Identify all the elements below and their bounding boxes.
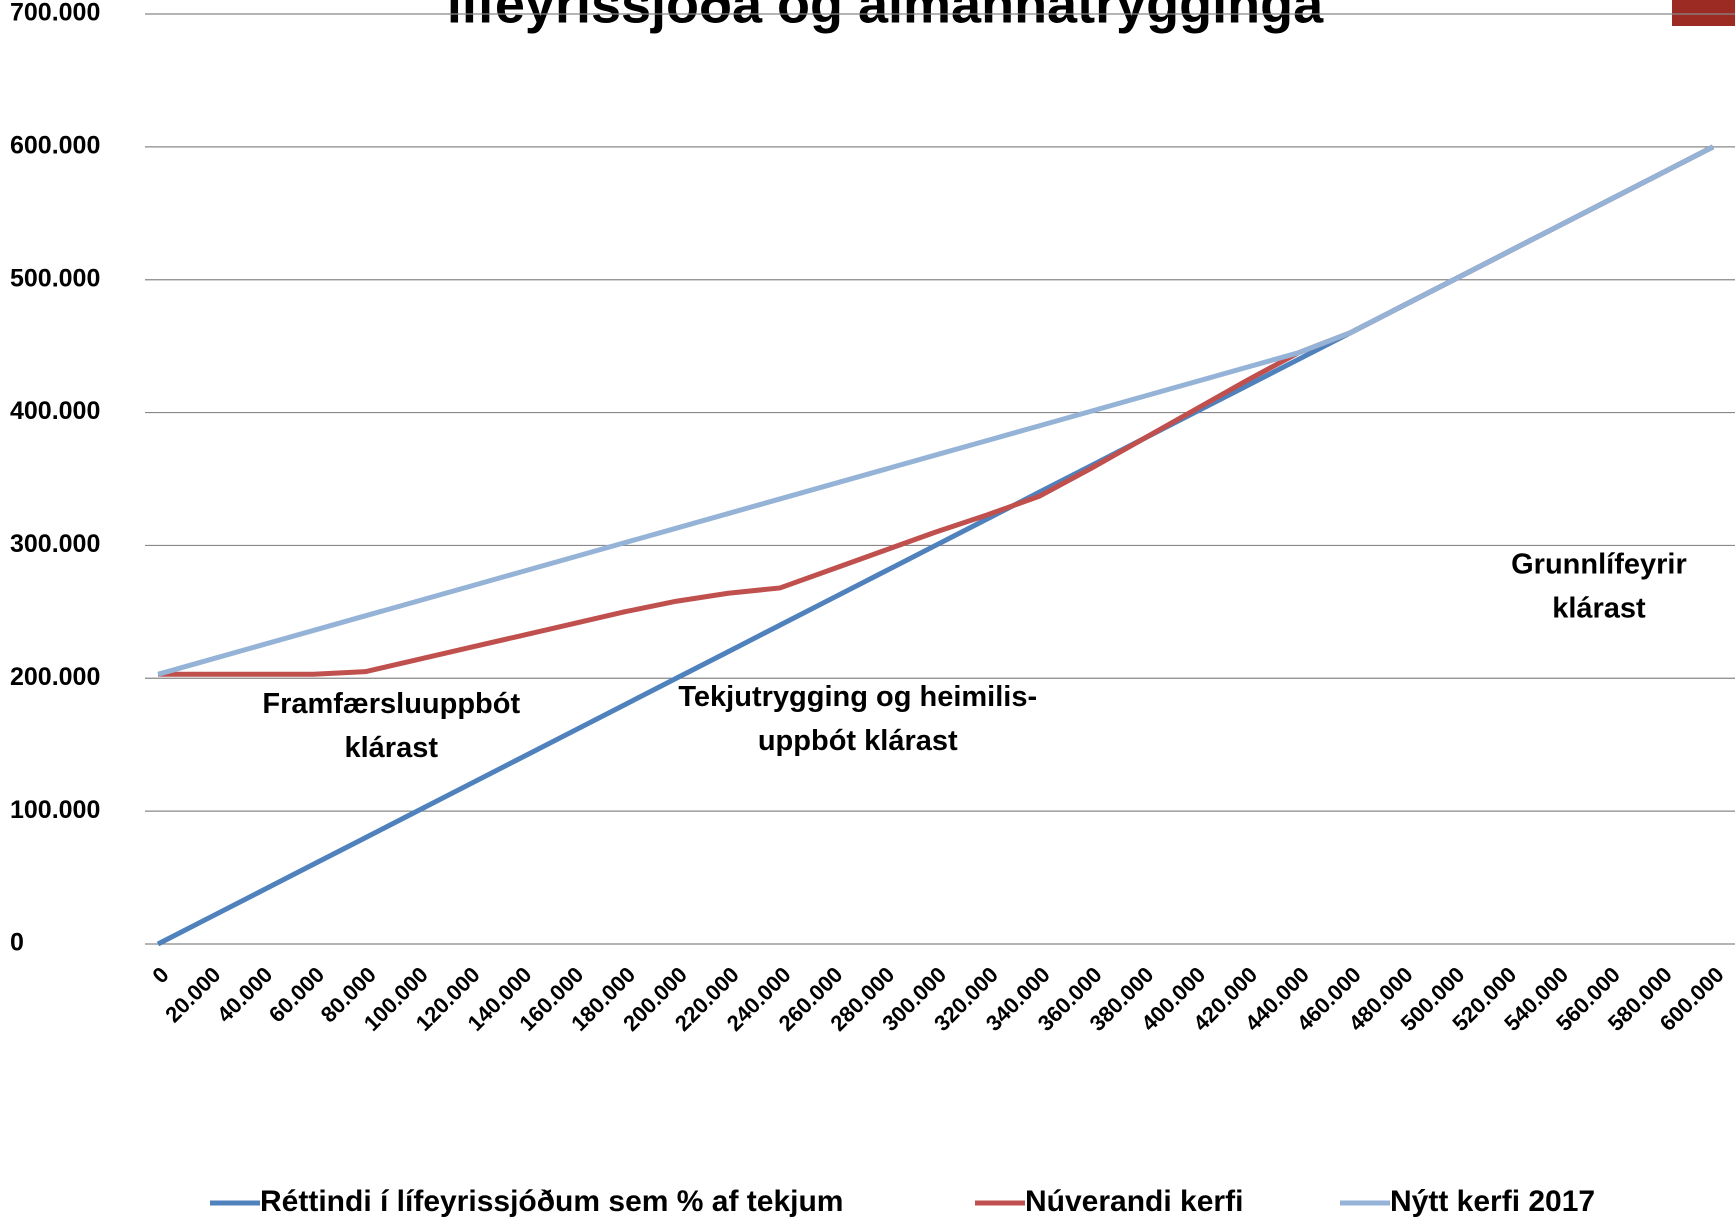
series-line [158,147,1713,674]
y-tick-label: 500.000 [10,264,100,292]
series-line [158,147,1713,674]
chart: lífeyrissjóða og almannatrygginga 0 100.0… [0,0,1735,1221]
y-tick-label: 400.000 [10,397,100,425]
annotation-line: uppbót klárast [758,725,958,757]
y-tick-label: 600.000 [10,131,100,159]
y-tick-label: 0 [10,929,24,957]
x-tick-label: 40.000 [212,962,277,1027]
annotation-line: Tekjutrygging og heimilis- [678,681,1037,713]
annotation: Framfærsluuppbót klárast [262,688,520,764]
annotation-line: klárast [1552,592,1646,624]
annotation: Tekjutrygging og heimilis-uppbót klárast [678,681,1037,757]
x-tick-label: 20.000 [160,962,225,1027]
legend-label: Núverandi kerfi [1025,1185,1243,1218]
legend-label: Nýtt kerfi 2017 [1390,1185,1595,1218]
x-tick-label: 60.000 [264,962,329,1027]
annotation-line: Grunnlífeyrir [1511,548,1687,580]
y-tick-label: 200.000 [10,663,100,691]
y-tick-label: 700.000 [10,0,100,27]
y-tick-label: 300.000 [10,530,100,558]
annotation-line: Framfærsluuppbót [262,688,520,720]
chart-title: lífeyrissjóða og almannatrygginga [447,0,1324,34]
logo [1672,0,1735,26]
y-tick-label: 100.000 [10,796,100,824]
x-tick-label: 0 [147,962,173,988]
legend-label: Réttindi í lífeyrissjóðum sem % af tekju… [260,1185,843,1218]
annotation-line: klárast [344,732,438,764]
annotation: Grunnlífeyrir klárast [1511,548,1687,624]
